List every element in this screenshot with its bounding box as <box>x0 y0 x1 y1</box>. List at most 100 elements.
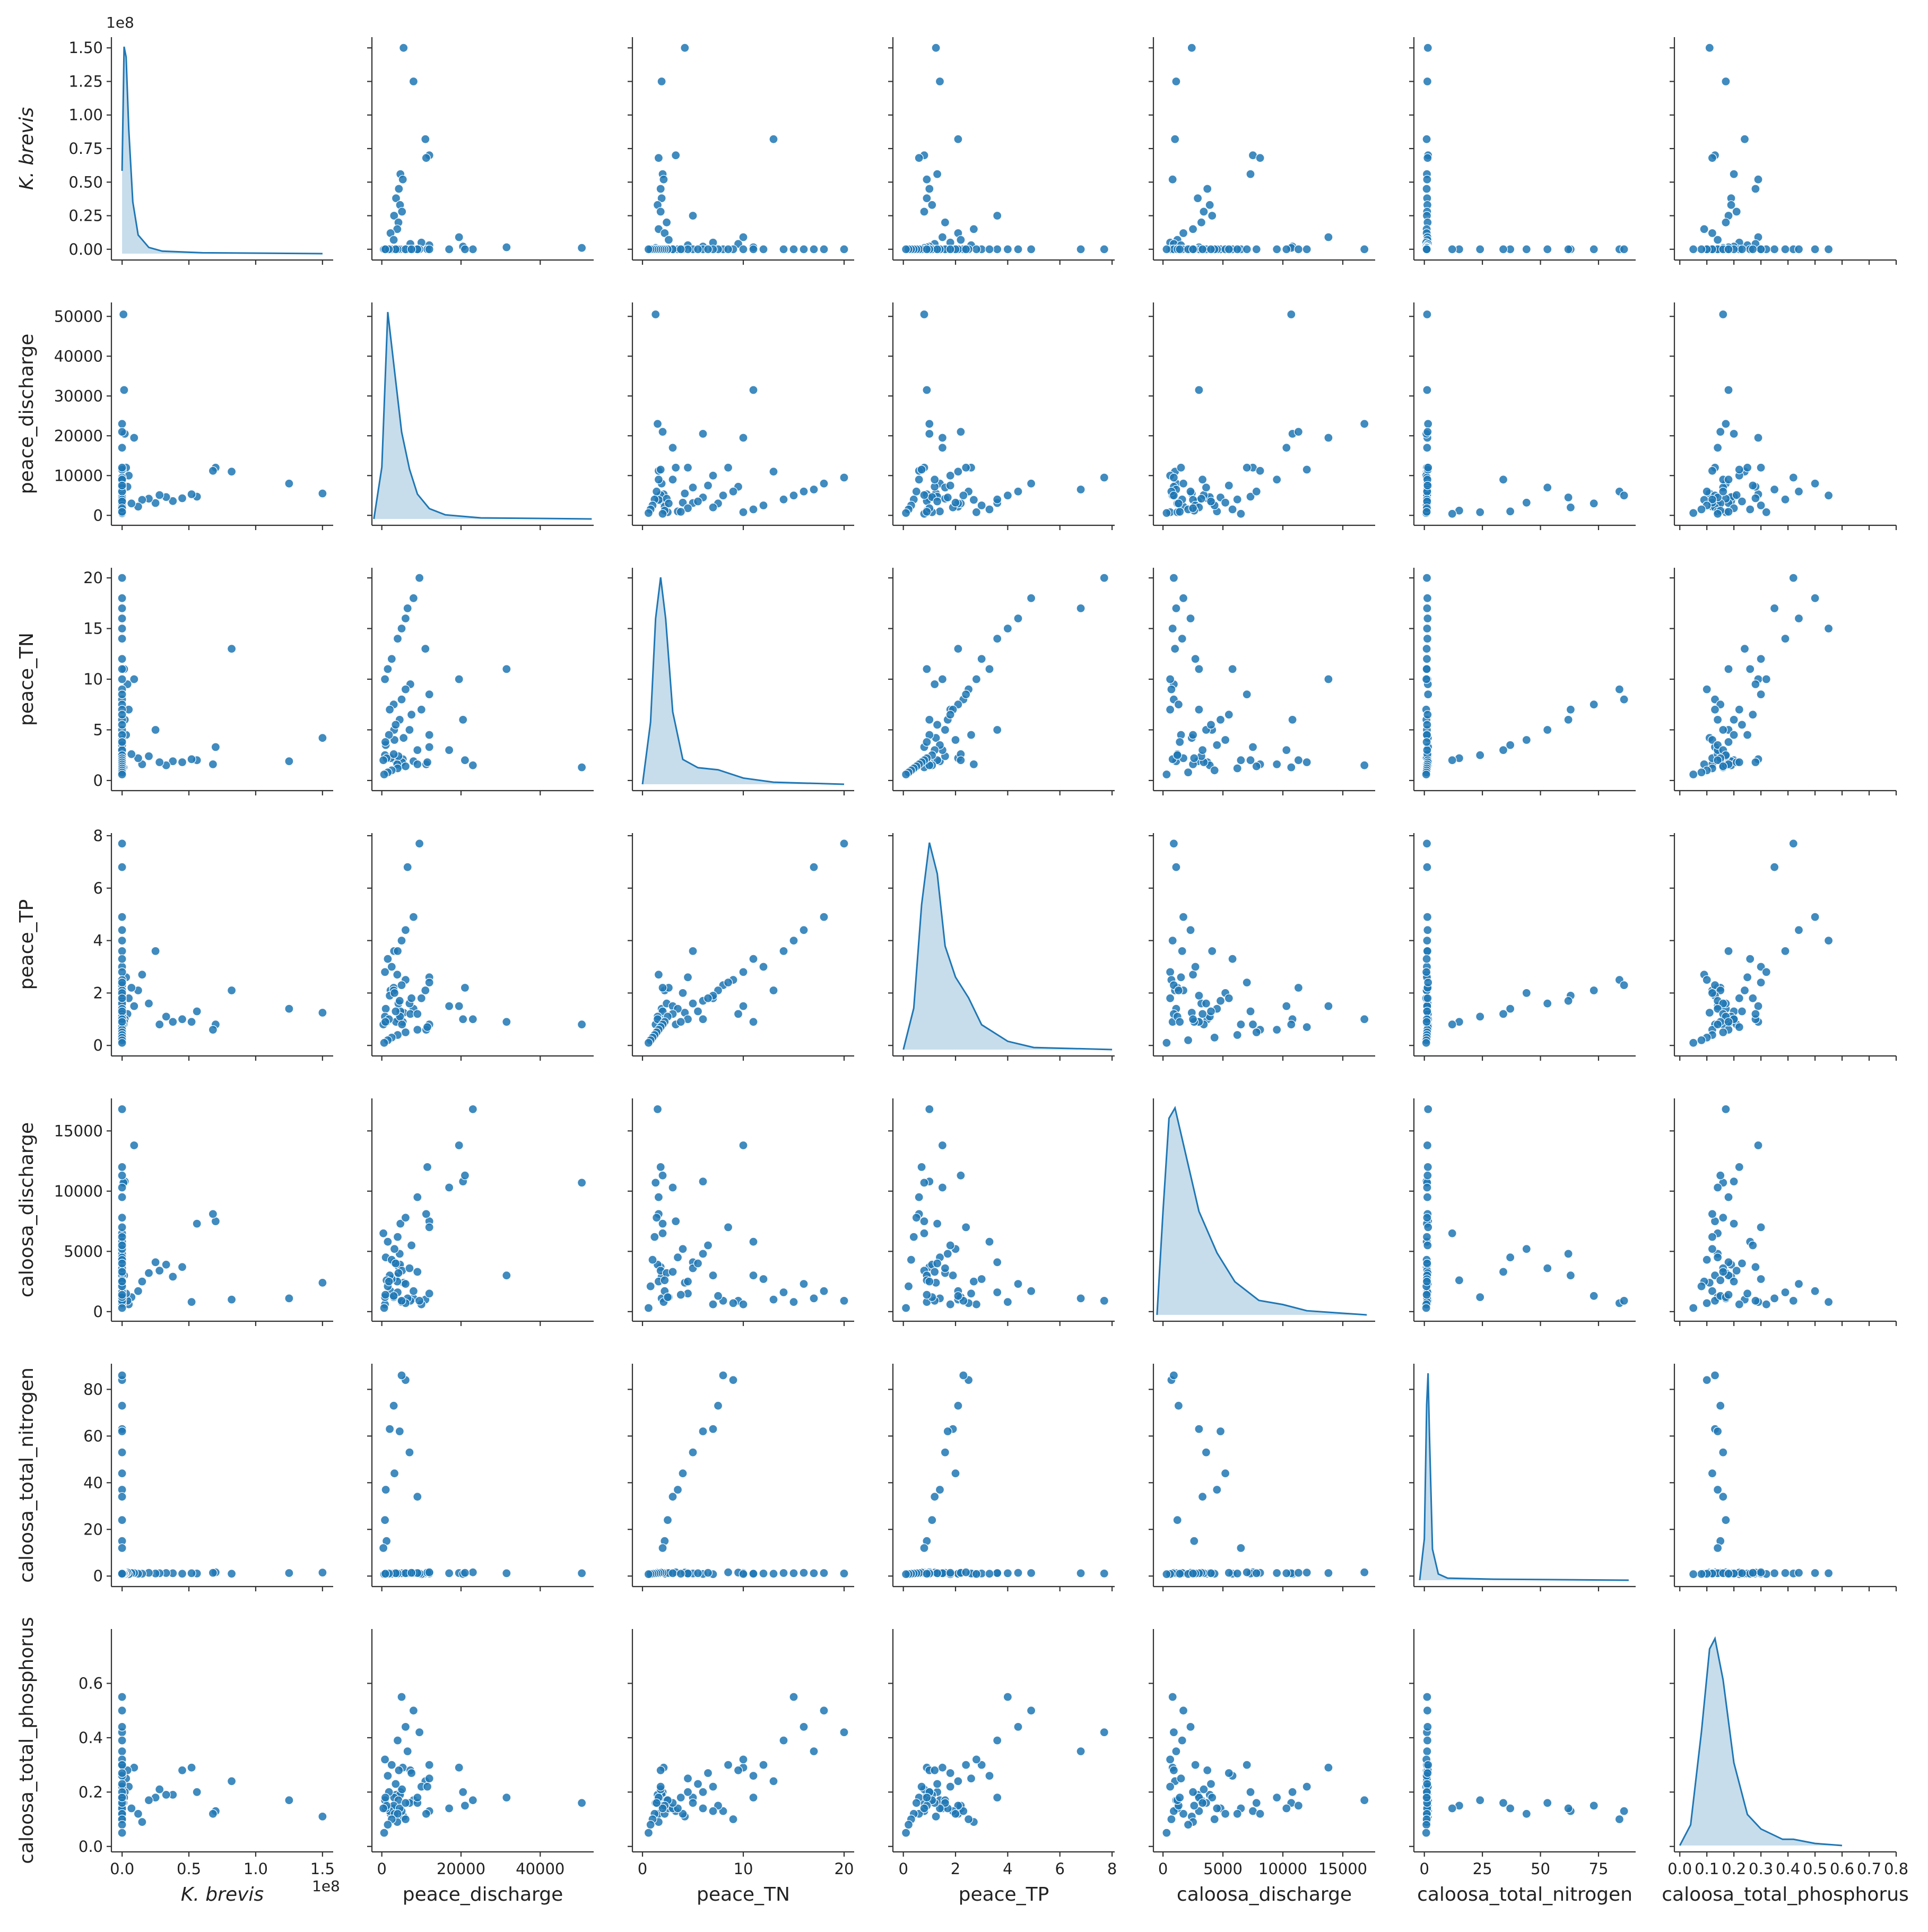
kde-fill-6 <box>1680 1639 1842 1846</box>
scatter-point <box>698 1249 708 1259</box>
x-tick-label: 2 <box>951 1860 960 1878</box>
panel-6-3 <box>888 1629 1115 1857</box>
scatter-point <box>117 603 127 613</box>
scatter-point <box>698 1015 708 1024</box>
scatter-point <box>468 1015 477 1024</box>
scatter-point <box>117 634 127 644</box>
scatter-point <box>1422 862 1432 872</box>
scatter-point <box>403 1746 412 1756</box>
scatter-point <box>460 245 470 254</box>
scatter-point <box>901 1828 911 1838</box>
scatter-point <box>1423 1760 1433 1770</box>
scatter-point <box>993 1258 1002 1267</box>
y-tick-label: 0.6 <box>79 1674 103 1692</box>
x-tick-label: 0.5 <box>1803 1860 1827 1878</box>
scatter-point <box>1175 1569 1185 1579</box>
scatter-point <box>1423 977 1433 987</box>
scatter-point <box>961 463 971 472</box>
scatter-point <box>1751 493 1760 503</box>
scatter-point <box>1248 742 1258 752</box>
scatter-point <box>397 695 406 704</box>
scatter-point <box>654 153 664 163</box>
scatter-point <box>1099 245 1109 254</box>
scatter-point <box>1454 1276 1464 1285</box>
scatter-point <box>1756 977 1766 987</box>
scatter-point <box>409 1286 419 1296</box>
scatter-point <box>779 245 788 254</box>
scatter-point <box>1255 1809 1265 1818</box>
scatter-point <box>1721 419 1731 429</box>
scatter-point <box>1282 245 1291 254</box>
scatter-point <box>227 1777 237 1786</box>
x-tick-label: 0.8 <box>1884 1860 1908 1878</box>
scatter-point <box>1293 1801 1303 1810</box>
scatter-point <box>416 705 426 714</box>
scatter-point <box>1076 1569 1085 1578</box>
scatter-point <box>1170 644 1180 654</box>
scatter-point <box>444 1001 454 1011</box>
scatter-point <box>1228 954 1237 964</box>
scatter-point <box>379 1828 389 1838</box>
scatter-point <box>1013 613 1023 623</box>
kde-line-6 <box>1679 1636 1843 1847</box>
scatter-point <box>1724 475 1733 484</box>
scatter-point <box>421 153 431 163</box>
scatter-point <box>1770 245 1779 254</box>
scatter-point <box>1702 685 1712 694</box>
scatter-point <box>937 443 948 453</box>
scatter-point <box>914 153 924 163</box>
scatter-point <box>723 1223 733 1232</box>
scatter-point <box>1589 1801 1599 1810</box>
scatter-point <box>117 1213 127 1223</box>
scatter-point <box>1707 228 1717 238</box>
scatter-point <box>1718 1492 1728 1502</box>
scatter-point <box>1732 490 1741 500</box>
scatter-point <box>668 1492 678 1502</box>
scatter-point <box>424 1289 434 1298</box>
scatter-point <box>1506 1804 1515 1813</box>
scatter-point <box>809 1746 819 1756</box>
scatter-point <box>468 1567 477 1577</box>
scatter-point <box>789 491 798 500</box>
scatter-point <box>1564 492 1573 503</box>
scatter-point <box>1522 1809 1531 1818</box>
scatter-point <box>409 912 419 922</box>
scatter-point <box>698 1426 708 1436</box>
scatter-point <box>1543 1263 1552 1273</box>
scatter-point <box>403 862 412 872</box>
scatter-point <box>117 419 127 429</box>
scatter-point <box>1422 1277 1432 1286</box>
scatter-point <box>127 983 136 993</box>
scatter-point <box>653 1104 663 1114</box>
scatter-point <box>117 1104 127 1114</box>
scatter-point <box>1734 757 1744 767</box>
scatter-point <box>906 1255 916 1264</box>
scatter-point <box>444 245 454 254</box>
scatter-point <box>932 1779 942 1789</box>
panel-3-6 <box>1670 833 1897 1061</box>
scatter-point <box>380 1569 390 1579</box>
scatter-point <box>799 1722 809 1731</box>
scatter-point <box>1221 498 1230 507</box>
scatter-point <box>1252 245 1261 254</box>
scatter-point <box>383 1820 393 1830</box>
scatter-point <box>151 946 160 956</box>
scatter-point <box>688 1798 698 1808</box>
x-tick-label: 0.5 <box>177 1860 201 1878</box>
scatter-point <box>1076 1294 1085 1303</box>
scatter-point <box>378 1804 388 1813</box>
panel-0-3 <box>888 37 1115 265</box>
kde-line-4 <box>1156 1105 1367 1316</box>
scatter-point <box>1162 508 1171 518</box>
scatter-point <box>117 710 127 720</box>
scatter-point <box>187 1017 196 1027</box>
scatter-point <box>379 1038 389 1047</box>
scatter-point <box>454 1140 464 1150</box>
x-tick-label: 5000 <box>1203 1860 1243 1878</box>
scatter-point <box>1215 996 1226 1006</box>
scatter-point <box>1168 623 1177 634</box>
scatter-point <box>769 1295 778 1304</box>
scatter-point <box>1824 491 1834 500</box>
scatter-point <box>424 689 434 699</box>
scatter-point <box>1208 946 1217 956</box>
